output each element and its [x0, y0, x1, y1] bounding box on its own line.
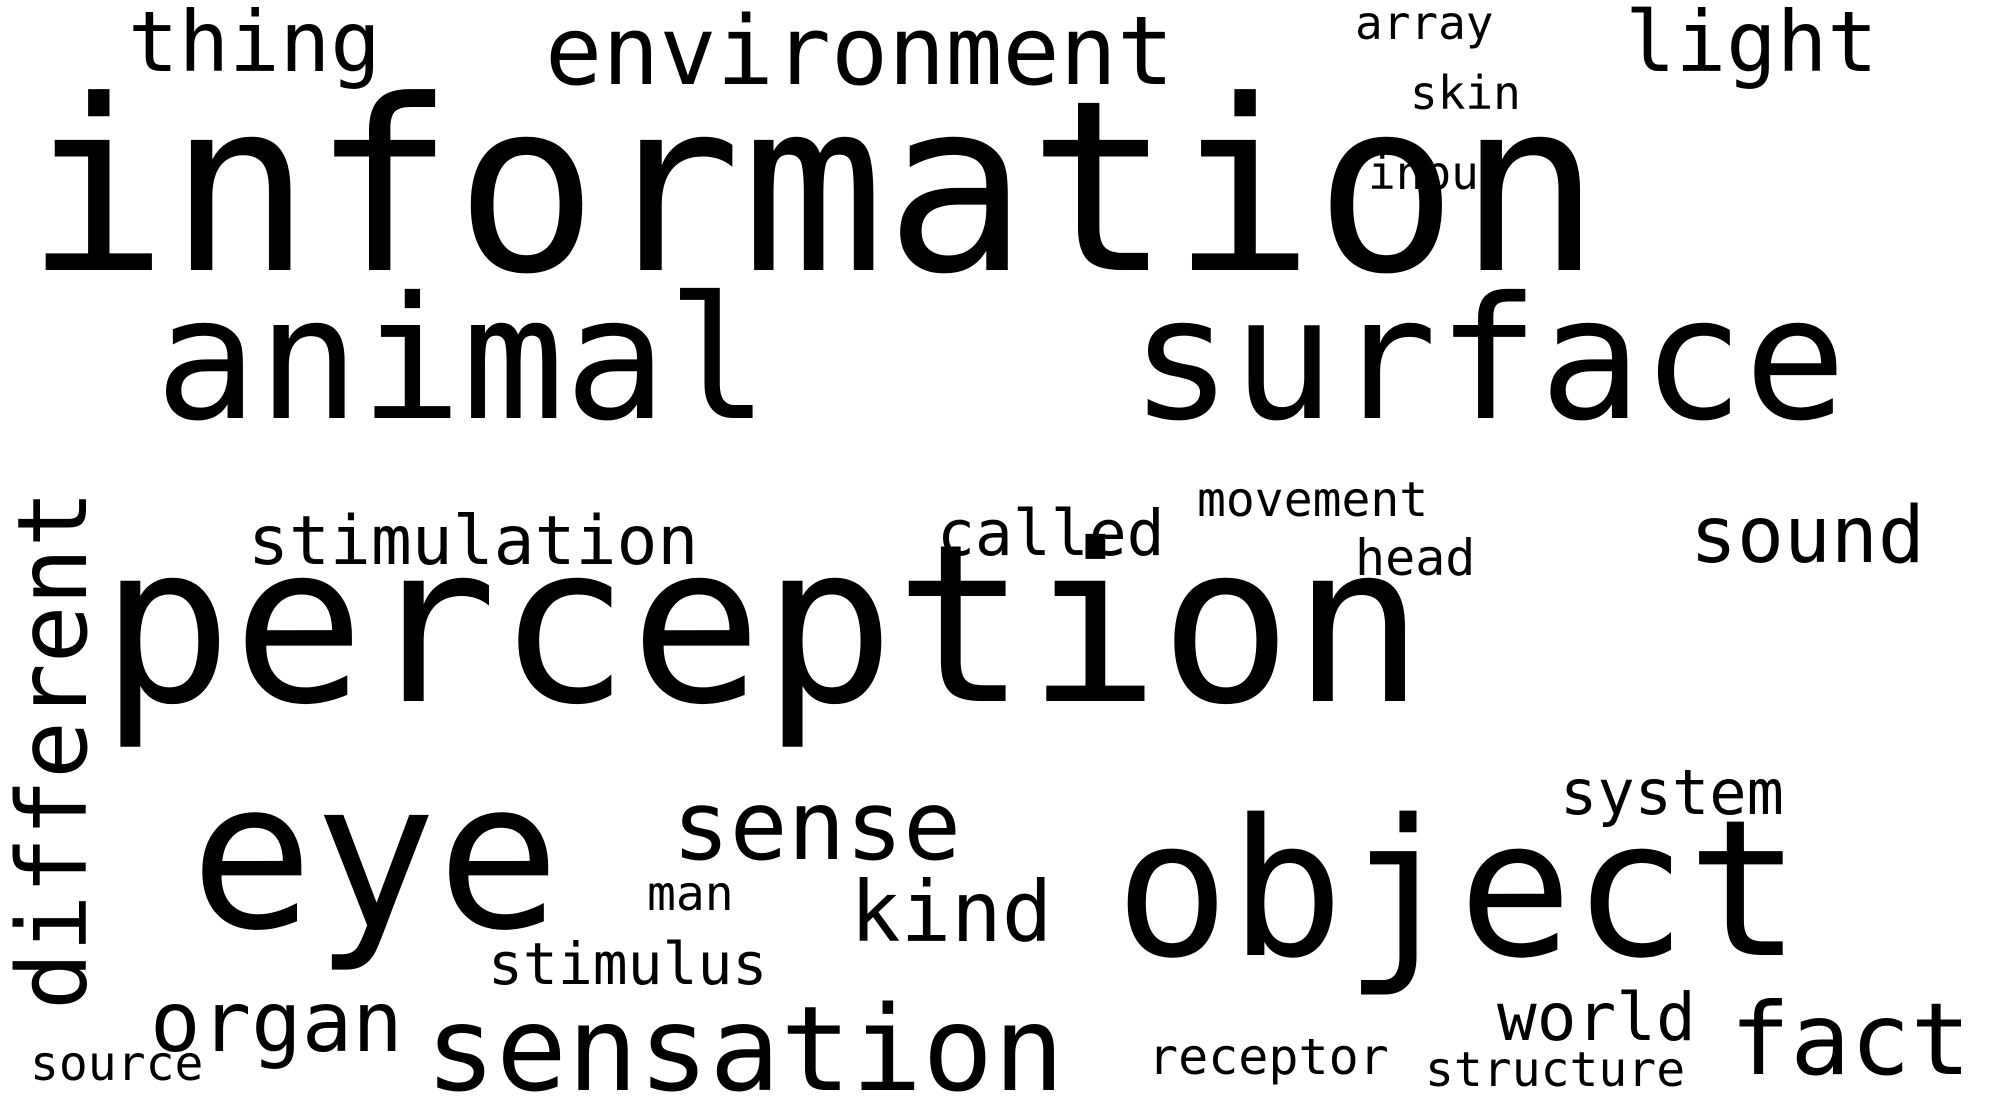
word-information: information	[25, 50, 1602, 327]
word-eye: eye	[190, 738, 561, 976]
word-light: light	[1625, 0, 1878, 91]
word-fact: fact	[1730, 981, 1971, 1098]
word-head: head	[1355, 529, 1476, 587]
word-system: system	[1560, 756, 1784, 829]
word-skin: skin	[1410, 66, 1521, 120]
word-thing: thing	[128, 0, 381, 91]
word-stimulus: stimulus	[488, 930, 768, 998]
word-kind: kind	[850, 863, 1053, 961]
word-array: array	[1355, 0, 1494, 50]
word-environment: environment	[545, 0, 1175, 107]
word-input: input	[1368, 146, 1507, 200]
word-receptor: receptor	[1148, 1028, 1389, 1086]
word-different: different	[0, 489, 109, 1010]
word-object: object	[1115, 779, 1802, 1000]
word-perception: perception	[100, 497, 1425, 753]
word-world: world	[1497, 979, 1696, 1056]
word-sound: sound	[1690, 491, 1925, 581]
word-stimulation: stimulation	[248, 502, 699, 581]
word-surface: surface	[1130, 261, 1847, 459]
word-organ: organ	[150, 973, 403, 1071]
word-called: called	[937, 497, 1165, 570]
word-man: man	[647, 866, 734, 922]
word-animal: animal	[155, 261, 770, 459]
word-sensation: sensation	[425, 980, 1065, 1100]
word-source: source	[30, 1036, 204, 1092]
word-sense: sense	[672, 770, 961, 882]
word-structure: structure	[1425, 1042, 1686, 1098]
word-movement: movement	[1197, 472, 1429, 528]
